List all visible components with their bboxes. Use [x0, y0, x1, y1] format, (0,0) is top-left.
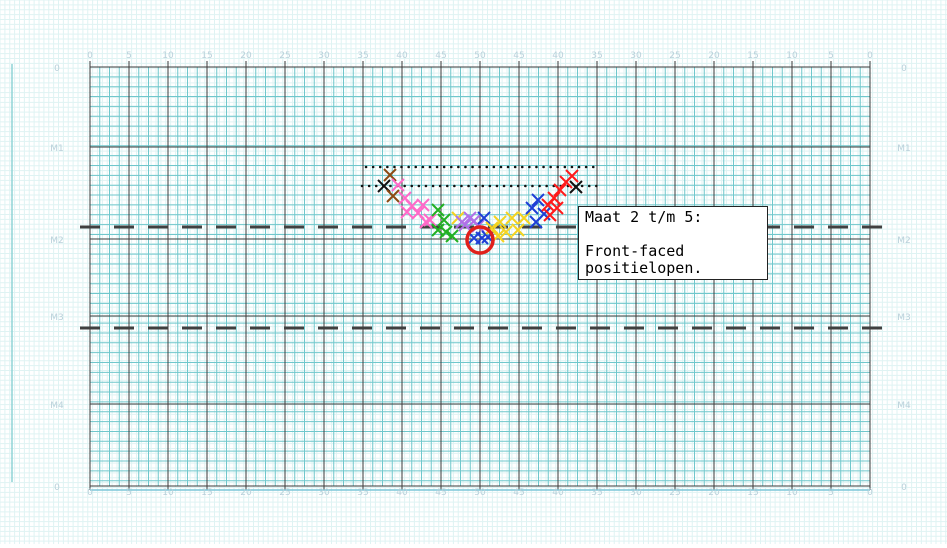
yard-label-top: 30 [630, 51, 642, 61]
drill-marker [550, 201, 564, 215]
yard-label-top: 0 [87, 51, 93, 61]
annotation-box: Maat 2 t/m 5: Front-faced positielopen. [578, 206, 768, 280]
yard-label-top: 45 [435, 51, 446, 61]
drill-marker [445, 229, 459, 243]
measure-label-left: M3 [50, 313, 64, 323]
yard-label-bottom: 0 [867, 488, 873, 498]
yard-label-top: 15 [747, 51, 758, 61]
measure-label-right: M1 [897, 144, 911, 154]
drill-marker [569, 180, 583, 194]
yard-label-bottom: 10 [786, 488, 798, 498]
drill-marker [400, 205, 414, 219]
yard-label-top: 15 [201, 51, 212, 61]
tick-labels: 0055101015152020252530303535404045455050… [50, 51, 911, 498]
drill-marker [547, 191, 561, 205]
measure-label-left: M2 [50, 236, 64, 246]
yard-label-top: 5 [828, 51, 834, 61]
drill-marker [431, 223, 445, 237]
annotation-title: Maat 2 t/m 5: [585, 208, 703, 226]
yard-label-bottom: 20 [708, 488, 720, 498]
yard-label-bottom: 10 [162, 488, 174, 498]
yard-label-top: 40 [396, 51, 408, 61]
measure-label-right: 0 [901, 64, 907, 74]
yard-label-top: 5 [126, 51, 132, 61]
yard-label-top: 10 [162, 51, 174, 61]
yard-label-top: 45 [513, 51, 524, 61]
annotation-line-3: Front-faced [585, 242, 685, 260]
measure-label-left: 0 [54, 483, 60, 493]
drill-marker [416, 198, 430, 212]
yard-label-bottom: 40 [396, 488, 408, 498]
yard-label-bottom: 50 [474, 488, 486, 498]
measure-label-right: 0 [901, 483, 907, 493]
drill-marker [437, 213, 451, 227]
yard-label-bottom: 40 [552, 488, 564, 498]
drill-markers [360, 165, 602, 255]
measure-label-right: M3 [897, 313, 911, 323]
yard-label-bottom: 25 [669, 488, 680, 498]
drill-marker [423, 213, 437, 227]
yard-label-bottom: 15 [201, 488, 212, 498]
yard-label-bottom: 30 [318, 488, 330, 498]
drill-marker [505, 211, 519, 225]
measure-label-left: M1 [50, 144, 64, 154]
yard-label-top: 40 [552, 51, 564, 61]
drill-marker [565, 169, 579, 183]
measure-label-left: 0 [54, 64, 60, 74]
drill-marker [525, 201, 539, 215]
yard-label-bottom: 45 [435, 488, 446, 498]
yard-label-top: 50 [474, 51, 486, 61]
yard-label-top: 35 [357, 51, 368, 61]
yard-label-top: 0 [867, 51, 873, 61]
drill-marker [531, 193, 545, 207]
drill-marker [386, 189, 400, 203]
yard-label-top: 25 [669, 51, 680, 61]
yard-label-bottom: 15 [747, 488, 758, 498]
yard-label-top: 10 [786, 51, 798, 61]
drill-marker [458, 218, 472, 232]
yard-label-bottom: 35 [357, 488, 368, 498]
yard-label-bottom: 0 [87, 488, 93, 498]
yard-label-bottom: 25 [279, 488, 290, 498]
measure-label-right: M4 [897, 401, 911, 411]
yard-label-top: 20 [708, 51, 720, 61]
yard-label-top: 35 [591, 51, 602, 61]
yard-label-bottom: 30 [630, 488, 642, 498]
drill-marker [391, 178, 405, 192]
yard-label-bottom: 5 [828, 488, 834, 498]
yard-label-top: 30 [318, 51, 330, 61]
drill-marker [431, 203, 445, 217]
drill-marker [477, 211, 491, 225]
highlight-circle [465, 225, 495, 255]
drill-marker [419, 215, 433, 229]
measure-label-right: M2 [897, 236, 911, 246]
yard-label-bottom: 20 [240, 488, 252, 498]
annotation-line-2 [585, 226, 761, 243]
yard-lines [11, 61, 871, 491]
yard-label-top: 25 [279, 51, 290, 61]
yard-label-top: 20 [240, 51, 252, 61]
drill-marker [493, 215, 507, 229]
measure-label-left: M4 [50, 401, 64, 411]
drill-marker [511, 223, 525, 237]
drill-marker [499, 225, 513, 239]
drill-marker [517, 211, 531, 225]
yard-label-bottom: 5 [126, 488, 132, 498]
yard-label-bottom: 35 [591, 488, 602, 498]
drill-marker [439, 225, 453, 239]
drill-marker [383, 168, 397, 182]
drill-marker [553, 183, 567, 197]
yard-label-bottom: 45 [513, 488, 524, 498]
annotation-line-4: positielopen. [585, 259, 703, 277]
